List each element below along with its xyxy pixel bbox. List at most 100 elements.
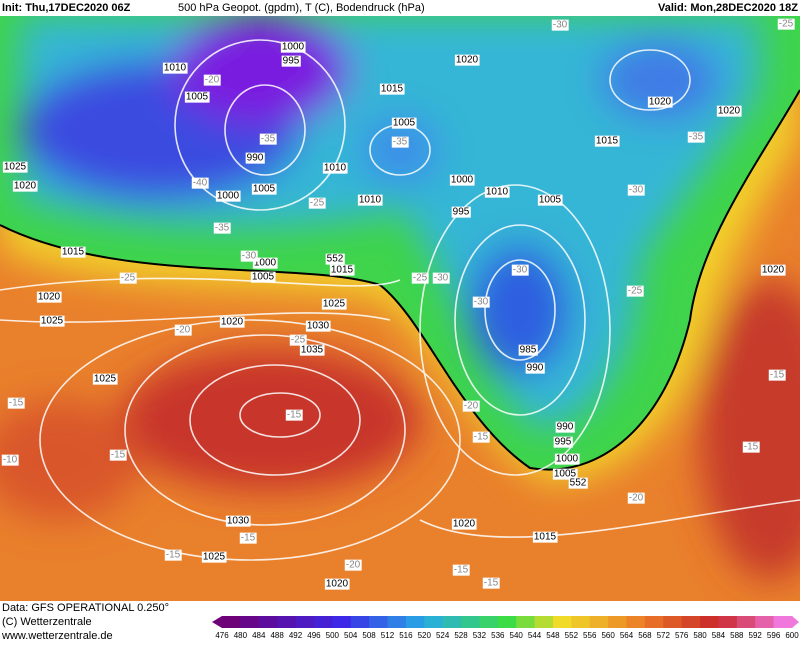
pressure-label-box — [484, 186, 510, 198]
temperature-label-box — [472, 431, 490, 443]
map-labels: 1000 995 1010 1005 1025 1020 990 1000 1005 1010 10… — [1, 18, 795, 590]
pressure-label: 1015 — [534, 532, 557, 543]
scale-label: 584 — [712, 631, 726, 640]
pressure-label-box — [537, 194, 563, 206]
temperature-label: -15 — [287, 410, 302, 421]
pressure-label: 1020 — [221, 317, 244, 328]
pressure-label-box — [518, 344, 538, 356]
temperature-label: -20 — [176, 325, 191, 336]
pressure-label-box — [532, 531, 558, 543]
temperature-label-box — [626, 285, 644, 297]
pressure-label-box — [184, 91, 210, 103]
geopotential-label: 552 — [570, 478, 587, 489]
pressure-label: 985 — [520, 345, 537, 356]
scale-cell — [571, 616, 591, 628]
pressure-label: 1020 — [38, 292, 61, 303]
pressure-label: 1010 — [164, 63, 187, 74]
pressure-label-box — [92, 373, 118, 385]
scale-cell — [681, 616, 701, 628]
temperature-label-box — [259, 133, 277, 145]
scale-cell — [736, 616, 756, 628]
scale-cell — [258, 616, 278, 628]
temperature-label-box — [239, 532, 257, 544]
temperature-label: -15 — [770, 370, 785, 381]
temperature-label-box — [627, 492, 645, 504]
pressure-label: 1000 — [217, 191, 240, 202]
temperature-label: -15 — [111, 450, 126, 461]
pressure-label-box — [449, 174, 475, 186]
temperature-label: -30 — [553, 20, 568, 31]
scale-cell — [589, 616, 609, 628]
temperature-label: -35 — [261, 134, 276, 145]
geopotential-label: 552 — [327, 254, 344, 265]
pressure-label: 1025 — [323, 299, 346, 310]
scale-label: 492 — [289, 631, 303, 640]
scale-cell — [755, 616, 775, 628]
pressure-label-box — [525, 362, 545, 374]
temperature-label-box — [164, 549, 182, 561]
temperature-label-box — [411, 272, 429, 284]
pressure-label: 1005 — [252, 272, 275, 283]
temperature-label-box — [472, 296, 490, 308]
pressure-label-box — [552, 468, 578, 480]
temperature-label-box — [627, 184, 645, 196]
temperature-label: -15 — [484, 578, 499, 589]
valid-text: Valid: Mon,28DEC2020 18Z — [658, 2, 798, 14]
temperature-label-box — [391, 136, 409, 148]
temperature-label-box — [777, 18, 795, 30]
temperature-label: -15 — [9, 398, 24, 409]
pressure-label-box — [201, 551, 227, 563]
pressure-label: 1020 — [14, 181, 37, 192]
pressure-label: 1030 — [307, 321, 330, 332]
temperature-label-box — [551, 19, 569, 31]
temperature-label-box — [308, 197, 326, 209]
pressure-label: 1000 — [254, 258, 277, 269]
pressure-label-box — [322, 162, 348, 174]
pressure-label-box — [215, 190, 241, 202]
temperature-label: -20 — [629, 493, 644, 504]
scale-cell — [387, 616, 407, 628]
temperature-label-box — [511, 264, 529, 276]
scale-cell — [626, 616, 646, 628]
color-scale: 476 480 484 488 492 496 500 504 508 512 516 520 524 5… — [212, 616, 799, 640]
pressure-label-box — [225, 515, 251, 527]
scale-cell — [516, 616, 536, 628]
scale-cell — [773, 616, 793, 628]
temperature-label-box — [344, 559, 362, 571]
pressure-label-box — [305, 320, 331, 332]
data-source: Data: GFS OPERATIONAL 0.250° — [2, 602, 169, 614]
temperature-label: -15 — [744, 442, 759, 453]
temperature-label-box — [462, 400, 480, 412]
pressure-label: 1025 — [203, 552, 226, 563]
temperature-label-box — [482, 577, 500, 589]
pressure-label-box — [760, 264, 786, 276]
pressure-label-box — [280, 41, 306, 53]
scale-label: 588 — [730, 631, 744, 640]
scale-label: 500 — [326, 631, 340, 640]
pressure-label: 1010 — [359, 195, 382, 206]
pressure-label: 1005 — [253, 184, 276, 195]
pressure-label: 1035 — [301, 345, 324, 356]
pressure-label: 1000 — [556, 454, 579, 465]
scale-label: 600 — [785, 631, 799, 640]
pressure-label: 1000 — [451, 175, 474, 186]
temperature-label-box — [240, 250, 258, 262]
scale-label: 480 — [234, 631, 248, 640]
scale-cell — [534, 616, 554, 628]
map-title: 500 hPa Geopot. (gpdm), T (C), Bodendruc… — [178, 2, 425, 14]
scale-cell — [663, 616, 683, 628]
copyright: (C) Wetterzentrale — [2, 616, 92, 628]
pressure-label-box — [594, 135, 620, 147]
scale-label: 532 — [473, 631, 487, 640]
temperature-label: -40 — [193, 178, 208, 189]
pressure-label-box — [36, 291, 62, 303]
temperature-label: -20 — [346, 560, 361, 571]
pressure-label-box — [219, 316, 245, 328]
scale-arrow-left — [212, 616, 222, 628]
pressure-label: 1010 — [486, 187, 509, 198]
website: www.wetterzentrale.de — [1, 630, 113, 642]
scale-cell — [222, 616, 241, 628]
temperature-label: -30 — [629, 185, 644, 196]
temperature-label: -15 — [474, 432, 489, 443]
temperature-label-box — [119, 272, 137, 284]
